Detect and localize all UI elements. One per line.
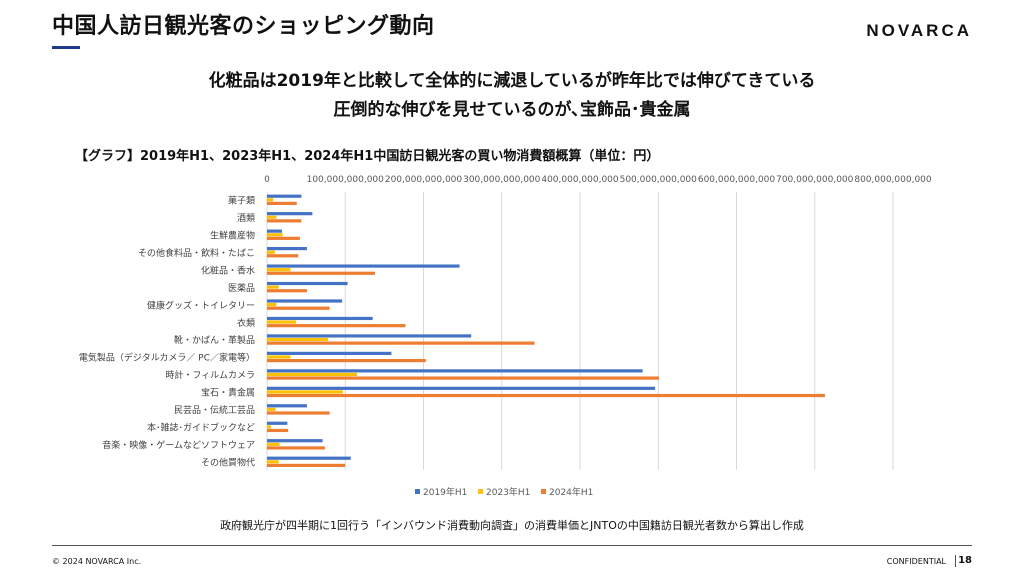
bar-2019年H1 bbox=[267, 264, 460, 268]
bar-2024年H1 bbox=[267, 254, 299, 258]
bar-2023年H1 bbox=[267, 285, 279, 289]
category-label: 菓子類 bbox=[228, 195, 255, 207]
bar-2024年H1 bbox=[267, 236, 300, 240]
category-label: 音楽・映像・ゲームなどソフトウェア bbox=[102, 439, 255, 451]
category-label: 民芸品・伝統工芸品 bbox=[174, 404, 255, 416]
x-tick-label: 600,000,000,000 bbox=[698, 175, 776, 185]
bar-2024年H1 bbox=[267, 341, 535, 345]
bar-2024年H1 bbox=[267, 393, 825, 398]
bar-2024年H1 bbox=[267, 428, 289, 433]
category-label: その他食料品・飲料・たばこ bbox=[138, 247, 255, 259]
confidential-label: CONFIDENTIAL bbox=[886, 557, 946, 566]
bar-2024年H1 bbox=[267, 463, 346, 467]
bar-2023年H1 bbox=[267, 355, 291, 359]
bar-2023年H1 bbox=[267, 442, 280, 446]
category-label: 化粧品・香水 bbox=[201, 264, 255, 276]
bar-2019年H1 bbox=[267, 334, 472, 338]
page-number: 18 bbox=[958, 555, 972, 566]
category-label: 靴・かばん・革製品 bbox=[174, 334, 255, 346]
bar-2024年H1 bbox=[267, 411, 330, 415]
legend-label: 2019年H1 bbox=[423, 486, 467, 498]
bar-2024年H1 bbox=[267, 306, 330, 310]
bar-2023年H1 bbox=[267, 233, 283, 237]
bar-2023年H1 bbox=[267, 390, 343, 394]
category-label: その他買物代 bbox=[201, 457, 255, 469]
category-label: 健康グッズ・トイレタリー bbox=[147, 299, 255, 311]
bar-2024年H1 bbox=[267, 201, 297, 205]
bar-2023年H1 bbox=[267, 215, 277, 219]
category-label: 医薬品 bbox=[228, 282, 255, 294]
legend-label: 2023年H1 bbox=[486, 486, 530, 498]
x-tick-label: 700,000,000,000 bbox=[776, 175, 854, 185]
bar-2019年H1 bbox=[267, 421, 288, 425]
bar-2023年H1 bbox=[267, 268, 291, 272]
x-tick-label: 0 bbox=[264, 175, 270, 185]
x-tick-label: 100,000,000,000 bbox=[307, 175, 385, 185]
x-tick-label: 200,000,000,000 bbox=[385, 175, 463, 185]
bar-2019年H1 bbox=[267, 439, 323, 443]
graph-title: 【グラフ】2019年H1、2023年H1、2024年H1中国訪日観光客の買い物消… bbox=[75, 149, 660, 164]
x-tick-label: 800,000,000,000 bbox=[854, 175, 932, 185]
bar-2024年H1 bbox=[267, 446, 325, 450]
bar-2019年H1 bbox=[267, 281, 348, 286]
source-note: 政府観光庁が四半期に1回行う「インバウンド消費動向調査」の消費単価とJNTOの中… bbox=[220, 519, 804, 532]
category-label: 時計・フィルムカメラ bbox=[165, 369, 255, 381]
bar-2019年H1 bbox=[267, 229, 282, 233]
category-label: 宝石・貴金属 bbox=[201, 387, 255, 399]
bar-2023年H1 bbox=[267, 250, 275, 254]
headline-line-2: 圧倒的な伸びを見せているのが､宝飾品･貴金属 bbox=[333, 100, 691, 120]
category-label: 酒類 bbox=[237, 213, 255, 224]
bar-2024年H1 bbox=[267, 359, 426, 363]
bar-2019年H1 bbox=[267, 351, 392, 355]
bar-2019年H1 bbox=[267, 212, 313, 216]
bar-2023年H1 bbox=[267, 198, 274, 202]
bar-2019年H1 bbox=[267, 386, 656, 390]
bar-2023年H1 bbox=[267, 460, 279, 464]
bar-2024年H1 bbox=[267, 271, 375, 275]
bar-2024年H1 bbox=[267, 324, 406, 328]
bar-2023年H1 bbox=[267, 320, 296, 324]
category-label: 本･雑誌･ガイドブックなど bbox=[147, 422, 255, 434]
bar-2019年H1 bbox=[267, 299, 343, 303]
x-tick-label: 400,000,000,000 bbox=[541, 175, 619, 185]
bar-2023年H1 bbox=[267, 303, 277, 307]
footer-divider bbox=[52, 545, 972, 546]
novarca-logo: NOVARCA bbox=[866, 21, 972, 40]
bar-2023年H1 bbox=[267, 372, 357, 377]
category-label: 衣類 bbox=[237, 317, 255, 329]
footer-separator bbox=[955, 555, 956, 567]
legend-swatch bbox=[541, 489, 546, 494]
headline-line-1: 化粧品は2019年と比較して全体的に減退しているが昨年比では伸びてきている bbox=[208, 71, 816, 91]
title-underline bbox=[52, 46, 80, 49]
legend-swatch bbox=[415, 489, 420, 494]
legend-label: 2024年H1 bbox=[549, 486, 593, 498]
page-title: 中国人訪日観光客のショッピング動向 bbox=[52, 14, 435, 39]
bar-2019年H1 bbox=[267, 247, 307, 251]
bar-2023年H1 bbox=[267, 425, 271, 429]
bar-2019年H1 bbox=[267, 369, 643, 373]
legend-swatch bbox=[478, 489, 483, 494]
bar-2024年H1 bbox=[267, 376, 660, 380]
bar-2019年H1 bbox=[267, 316, 373, 321]
bar-2019年H1 bbox=[267, 404, 307, 408]
bar-2019年H1 bbox=[267, 456, 351, 460]
x-tick-label: 300,000,000,000 bbox=[463, 175, 541, 185]
category-label: 電気製品（デジタルカメラ／ PC／家電等） bbox=[79, 352, 255, 364]
copyright: © 2024 NOVARCA Inc. bbox=[52, 557, 142, 566]
bar-2024年H1 bbox=[267, 289, 307, 293]
bar-2023年H1 bbox=[267, 407, 276, 411]
bar-2024年H1 bbox=[267, 219, 302, 223]
category-label: 生鮮農産物 bbox=[210, 229, 255, 241]
x-tick-label: 500,000,000,000 bbox=[620, 175, 698, 185]
bar-2019年H1 bbox=[267, 194, 302, 198]
bar-2023年H1 bbox=[267, 337, 329, 342]
